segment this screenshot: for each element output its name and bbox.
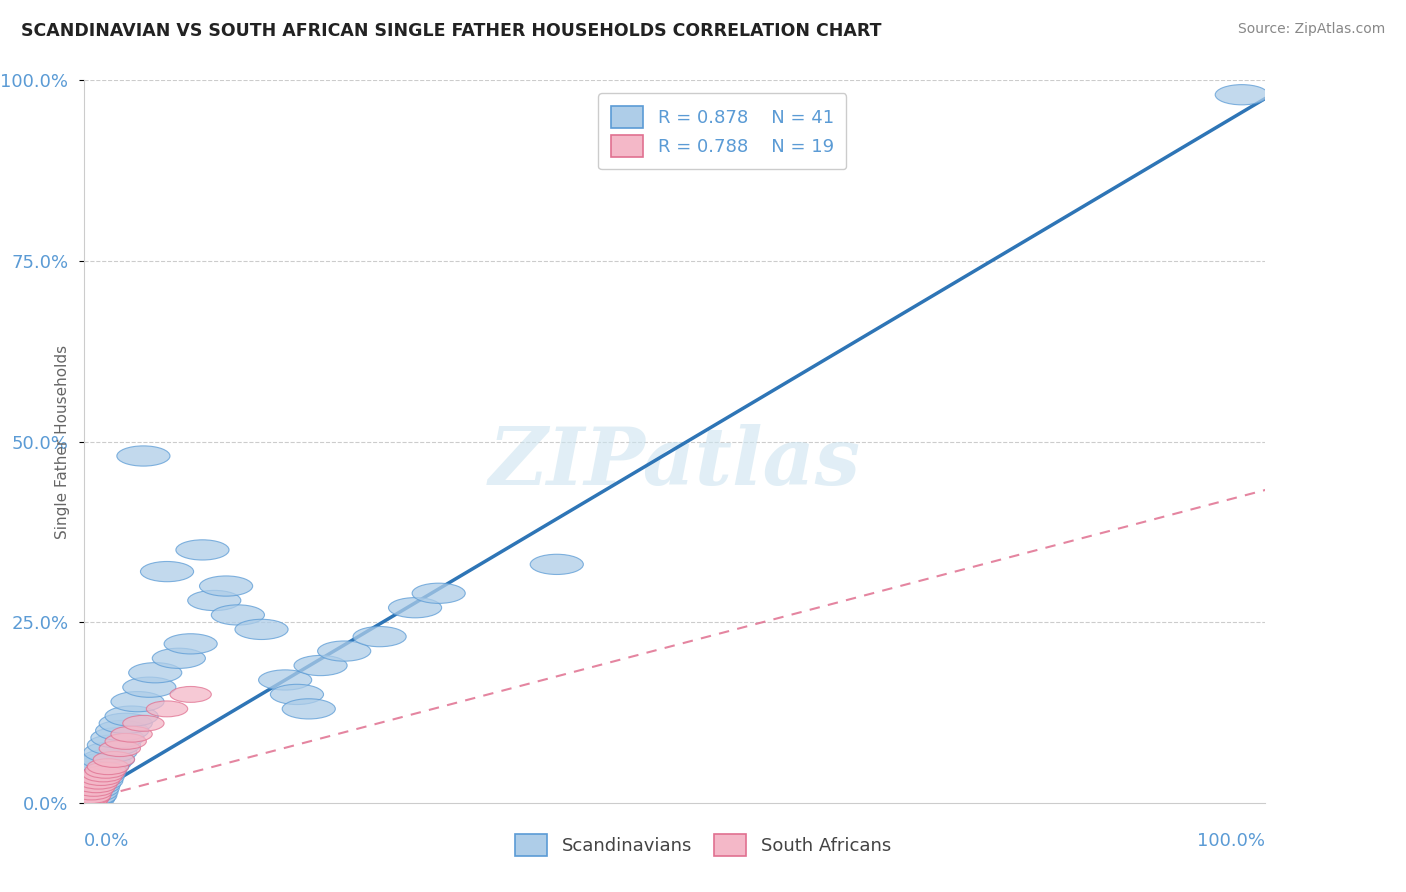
Ellipse shape (117, 446, 170, 467)
Ellipse shape (80, 770, 121, 786)
Text: Source: ZipAtlas.com: Source: ZipAtlas.com (1237, 22, 1385, 37)
Ellipse shape (176, 540, 229, 560)
Ellipse shape (170, 687, 211, 702)
Ellipse shape (67, 791, 108, 807)
Ellipse shape (62, 787, 115, 807)
Ellipse shape (73, 780, 114, 797)
Legend: R = 0.878    N = 41, R = 0.788    N = 19: R = 0.878 N = 41, R = 0.788 N = 19 (598, 93, 846, 169)
Ellipse shape (69, 789, 110, 805)
Text: SCANDINAVIAN VS SOUTH AFRICAN SINGLE FATHER HOUSEHOLDS CORRELATION CHART: SCANDINAVIAN VS SOUTH AFRICAN SINGLE FAT… (21, 22, 882, 40)
Ellipse shape (70, 784, 112, 800)
Ellipse shape (62, 789, 114, 809)
Ellipse shape (63, 786, 117, 805)
Ellipse shape (200, 576, 253, 596)
Ellipse shape (111, 726, 152, 742)
Ellipse shape (72, 764, 125, 784)
Ellipse shape (82, 749, 135, 770)
Ellipse shape (283, 698, 336, 719)
Ellipse shape (530, 554, 583, 574)
Ellipse shape (105, 706, 159, 726)
Ellipse shape (96, 721, 149, 740)
Ellipse shape (66, 778, 120, 798)
Ellipse shape (93, 751, 135, 767)
Ellipse shape (84, 763, 127, 778)
Ellipse shape (353, 626, 406, 647)
Ellipse shape (67, 774, 121, 795)
Ellipse shape (87, 759, 129, 774)
Ellipse shape (122, 677, 176, 698)
Ellipse shape (65, 782, 118, 802)
Ellipse shape (211, 605, 264, 625)
Text: ZIPatlas: ZIPatlas (489, 425, 860, 502)
Ellipse shape (77, 753, 131, 773)
Text: 100.0%: 100.0% (1198, 832, 1265, 850)
Ellipse shape (84, 742, 136, 763)
Ellipse shape (294, 656, 347, 675)
Ellipse shape (152, 648, 205, 668)
Ellipse shape (69, 771, 122, 791)
Ellipse shape (76, 756, 129, 777)
Ellipse shape (129, 663, 181, 683)
Ellipse shape (259, 670, 312, 690)
Ellipse shape (412, 583, 465, 603)
Text: 0.0%: 0.0% (84, 832, 129, 850)
Ellipse shape (87, 735, 141, 756)
Ellipse shape (122, 715, 165, 731)
Ellipse shape (270, 684, 323, 705)
Ellipse shape (318, 641, 371, 661)
Ellipse shape (235, 619, 288, 640)
Ellipse shape (70, 767, 124, 788)
Ellipse shape (105, 733, 146, 749)
Ellipse shape (141, 561, 194, 582)
Legend: Scandinavians, South Africans: Scandinavians, South Africans (506, 825, 900, 865)
Ellipse shape (165, 633, 217, 654)
Ellipse shape (76, 777, 117, 793)
Ellipse shape (1215, 85, 1268, 105)
Ellipse shape (388, 598, 441, 618)
Ellipse shape (77, 773, 120, 789)
Ellipse shape (73, 760, 127, 780)
Ellipse shape (66, 793, 107, 808)
Ellipse shape (98, 740, 141, 756)
Ellipse shape (188, 591, 240, 611)
Ellipse shape (146, 701, 188, 717)
Ellipse shape (98, 714, 152, 733)
Ellipse shape (83, 766, 124, 782)
Ellipse shape (69, 788, 111, 804)
Y-axis label: Single Father Households: Single Father Households (55, 344, 70, 539)
Ellipse shape (91, 728, 143, 747)
Ellipse shape (111, 691, 165, 712)
